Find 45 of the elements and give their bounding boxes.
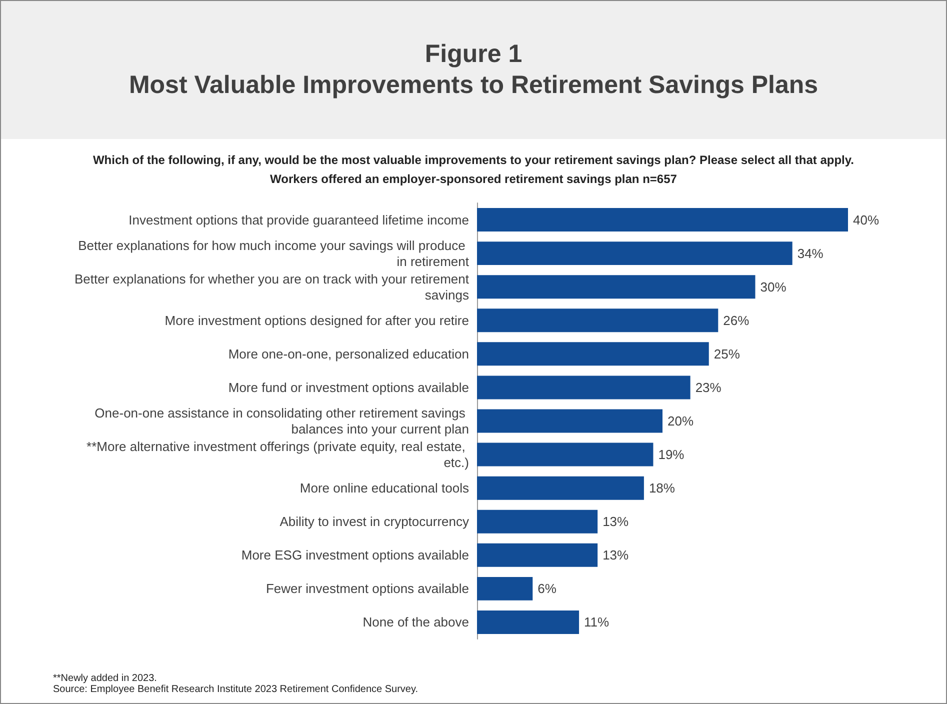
y-tick-label: Fewer investment options available <box>266 581 469 596</box>
bar <box>477 610 580 634</box>
y-tick-label: Ability to invest in cryptocurrency <box>280 514 470 530</box>
data-label: 13% <box>602 548 630 563</box>
data-label: 6% <box>538 581 557 596</box>
data-label: 40% <box>853 212 880 228</box>
data-label: 11% <box>584 614 610 630</box>
chart-title: Figure 1 <box>424 39 524 70</box>
source-note: Source: Employee Benefit Research Institute 2023 Retirement Confidence Survey. <box>52 684 418 695</box>
data-label: 34% <box>797 246 824 261</box>
data-label: 13% <box>602 514 630 530</box>
bar <box>477 376 690 400</box>
y-tick-label: More one-on-one, personalized education <box>228 346 469 362</box>
bar <box>477 543 598 567</box>
text: **Newly added in 2023. <box>52 673 158 684</box>
y-tick-label: **More alternative investment offerings (private equity, real estate, etc.) <box>86 439 469 470</box>
data-label: 18% <box>648 480 676 496</box>
bar <box>477 242 792 266</box>
y-tick-label: None of the above <box>362 614 469 630</box>
y-tick-label: Better explanations for whether you are on track with your retirement savings <box>74 271 470 302</box>
chart-subtitle: Most Valuable Improvements to Retirement Savings Plans <box>128 70 820 101</box>
bar <box>477 342 709 366</box>
bar <box>477 442 654 466</box>
data-label: 25% <box>714 346 740 362</box>
data-label: 23% <box>695 380 722 395</box>
y-tick-label: Better explanations for how much income your savings will produce in retirement <box>78 238 470 269</box>
y-tick-label: More online educational tools <box>300 480 470 496</box>
y-tick-label: More fund or investment options available <box>228 380 469 395</box>
bar <box>477 510 598 534</box>
text: Which of the following, if any, would be the most valuable improvements to your retirement savings plan? Please select all that apply. <box>92 152 856 169</box>
data-label: 19% <box>658 447 685 462</box>
text: Workers offered an employer-sponsored retirement savings plan n=657 <box>269 171 678 188</box>
y-tick-label: Investment options that provide guaranteed lifetime income <box>128 212 469 228</box>
bar <box>477 275 756 299</box>
y-tick-label: More investment options designed for after you retire <box>164 312 469 328</box>
bar <box>477 576 533 600</box>
data-label: 26% <box>723 312 750 328</box>
bar <box>477 208 848 232</box>
bar <box>477 409 662 433</box>
bar <box>477 308 718 332</box>
bar <box>477 476 644 500</box>
data-label: 30% <box>760 279 787 294</box>
data-label: 20% <box>668 414 694 428</box>
y-tick-label: More ESG investment options available <box>241 548 469 563</box>
y-tick-label: One-on-one assistance in consolidating other retirement savings balances into your current plan <box>94 406 469 436</box>
